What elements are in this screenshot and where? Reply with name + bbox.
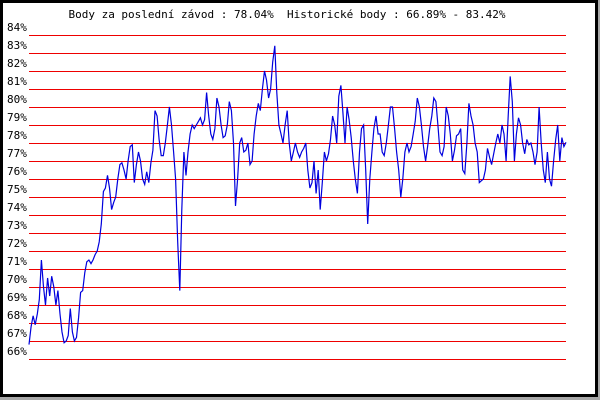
chart-title: Body za poslední závod : 78.04% Historic…: [68, 8, 505, 21]
y-tick-label: 70%: [7, 273, 27, 286]
y-tick-label: 83%: [7, 39, 27, 52]
y-tick-label: 79%: [7, 111, 27, 124]
y-tick-label: 81%: [7, 75, 27, 88]
y-tick-label: 73%: [7, 219, 27, 232]
y-tick-label: 80%: [7, 93, 27, 106]
y-tick-label: 74%: [7, 201, 27, 214]
series-line: [28, 45, 567, 345]
y-tick-label: 76%: [7, 165, 27, 178]
y-tick-label: 84%: [7, 21, 27, 34]
y-tick-label: 71%: [7, 255, 27, 268]
y-tick-label: 67%: [7, 327, 27, 340]
series: [28, 45, 567, 345]
y-tick-label: 82%: [7, 57, 27, 70]
grid: [29, 35, 566, 360]
y-tick-label: 77%: [7, 147, 27, 160]
y-tick-label: 68%: [7, 309, 27, 322]
y-tick-label: 66%: [7, 345, 27, 358]
y-tick-label: 69%: [7, 291, 27, 304]
y-tick-label: 72%: [7, 237, 27, 250]
y-axis-ticks: 66% 67% 68% 69% 70% 71% 72% 73% 74% 75% 76% 77% 78% 7…: [7, 21, 27, 358]
line-chart: Body za poslední závod : 78.04% Historic…: [7, 8, 567, 360]
y-tick-label: 78%: [7, 129, 27, 142]
y-tick-label: 75%: [7, 183, 27, 196]
